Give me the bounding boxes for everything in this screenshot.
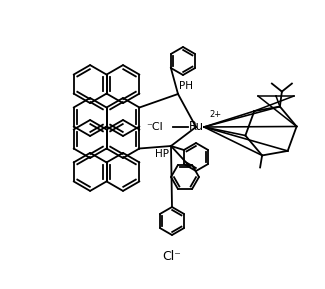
Text: HP: HP [155,149,169,159]
Text: Ru: Ru [188,121,203,134]
Text: 2+: 2+ [209,110,221,119]
Text: Cl⁻: Cl⁻ [162,251,181,264]
Text: ⁻Cl: ⁻Cl [146,122,163,132]
Text: PH: PH [179,81,193,91]
